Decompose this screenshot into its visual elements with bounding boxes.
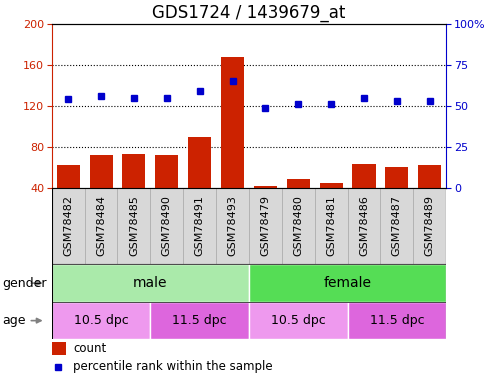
Bar <box>85 188 117 264</box>
Text: 10.5 dpc: 10.5 dpc <box>271 314 326 327</box>
Title: GDS1724 / 1439679_at: GDS1724 / 1439679_at <box>152 4 346 22</box>
Text: 10.5 dpc: 10.5 dpc <box>73 314 129 327</box>
Bar <box>418 165 441 188</box>
Text: GSM78482: GSM78482 <box>63 195 73 256</box>
Bar <box>315 188 348 264</box>
Text: GSM78489: GSM78489 <box>425 195 435 256</box>
Bar <box>183 188 216 264</box>
Text: female: female <box>323 276 372 290</box>
Text: GSM78493: GSM78493 <box>228 195 238 256</box>
Bar <box>150 302 249 339</box>
Text: GSM78486: GSM78486 <box>359 195 369 256</box>
Bar <box>348 302 446 339</box>
Text: age: age <box>2 314 26 327</box>
Text: male: male <box>133 276 168 290</box>
Text: GSM78479: GSM78479 <box>260 195 270 256</box>
Bar <box>319 183 343 188</box>
Text: gender: gender <box>2 277 47 290</box>
Bar <box>155 155 178 188</box>
Bar <box>386 167 408 188</box>
Text: 11.5 dpc: 11.5 dpc <box>173 314 227 327</box>
Text: GSM78490: GSM78490 <box>162 195 172 256</box>
Bar <box>52 302 150 339</box>
Bar <box>413 188 446 264</box>
Bar <box>150 188 183 264</box>
Bar <box>52 188 85 264</box>
Text: percentile rank within the sample: percentile rank within the sample <box>73 360 273 373</box>
Bar <box>249 188 282 264</box>
Text: count: count <box>73 342 106 355</box>
Text: GSM78491: GSM78491 <box>195 195 205 256</box>
Bar <box>57 165 80 188</box>
Bar <box>221 57 244 188</box>
Bar <box>188 136 211 188</box>
Bar <box>348 188 381 264</box>
Text: GSM78487: GSM78487 <box>392 195 402 256</box>
Text: 11.5 dpc: 11.5 dpc <box>370 314 424 327</box>
Bar <box>52 264 249 302</box>
Bar <box>249 302 348 339</box>
Text: GSM78485: GSM78485 <box>129 195 139 256</box>
Bar <box>381 188 413 264</box>
Bar <box>282 188 315 264</box>
Bar <box>254 186 277 188</box>
Bar <box>249 264 446 302</box>
Bar <box>122 154 145 188</box>
Bar <box>287 179 310 188</box>
Bar <box>117 188 150 264</box>
Bar <box>216 188 249 264</box>
Text: GSM78484: GSM78484 <box>96 195 106 256</box>
Text: GSM78481: GSM78481 <box>326 195 336 256</box>
Bar <box>52 342 66 355</box>
Bar <box>90 155 112 188</box>
Bar <box>352 164 376 188</box>
Text: GSM78480: GSM78480 <box>293 195 303 256</box>
